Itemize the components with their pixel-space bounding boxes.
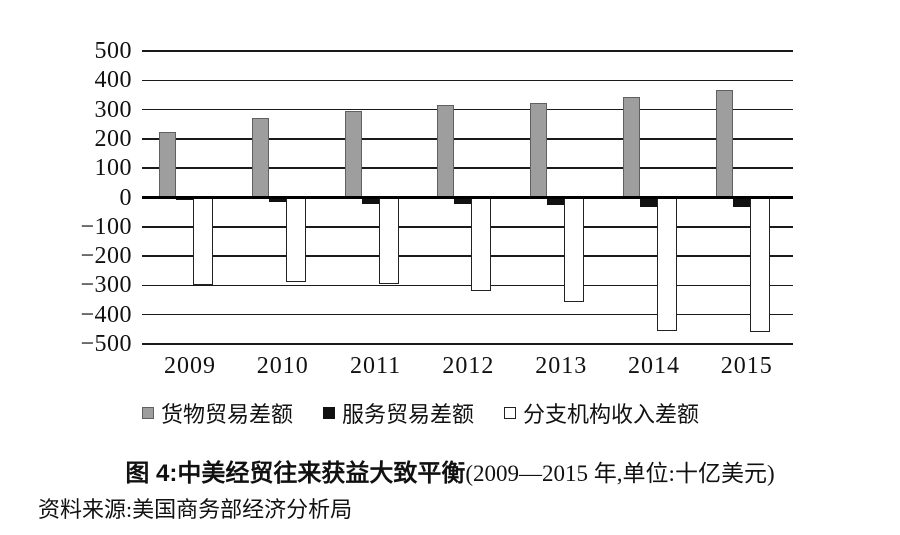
goods-trade-balance-bar-2010 <box>251 117 269 198</box>
figure-title: 中美经贸往来获益大致平衡 <box>177 460 466 487</box>
gridline-300 <box>142 108 793 111</box>
y-tick-label--200: −200 <box>80 243 132 270</box>
gridline--300 <box>142 284 793 287</box>
legend-label-branch: 分支机构收入差额 <box>523 402 700 427</box>
y-tick-label-300: 300 <box>94 96 132 123</box>
gridline--500 <box>142 343 793 345</box>
y-tick-label-400: 400 <box>94 67 132 94</box>
branch-income-balance-bar-2010 <box>285 197 306 283</box>
goods-trade-balance-bar-2014 <box>623 97 640 198</box>
services-trade-balance-bar-2014 <box>640 197 657 207</box>
goods-trade-balance-bar-2012 <box>437 104 455 198</box>
legend-item-services: 服务贸易差额 <box>323 397 474 429</box>
gridline-200 <box>142 138 793 140</box>
data-source-note: 资料来源:美国商务部经济分析局 <box>38 497 353 522</box>
y-tick-label-200: 200 <box>94 125 132 152</box>
services-trade-balance-bar-2012 <box>454 197 472 204</box>
branch-series-swatch-icon <box>504 407 517 419</box>
y-tick-label--500: −500 <box>80 331 132 357</box>
y-tick-label-500: 500 <box>94 38 132 64</box>
chart-legend: 货物贸易差额 服务贸易差额 分支机构收入差额 <box>142 397 699 429</box>
gridline--100 <box>142 226 793 228</box>
services-trade-balance-bar-2010 <box>268 197 286 202</box>
y-tick-label--400: −400 <box>80 301 132 328</box>
branch-income-balance-bar-2009 <box>193 197 213 286</box>
y-tick-label--300: −300 <box>80 272 132 299</box>
legend-item-branch: 分支机构收入差额 <box>504 397 699 429</box>
branch-income-balance-bar-2011 <box>378 197 399 285</box>
y-tick-label-100: 100 <box>94 155 132 182</box>
y-tick-label-0: 0 <box>119 184 132 211</box>
goods-trade-balance-bar-2013 <box>530 102 548 198</box>
x-tick-label-2013: 2013 <box>535 353 588 379</box>
y-tick-label--100: −100 <box>80 213 132 240</box>
legend-label-services: 服务贸易差额 <box>342 402 475 427</box>
goods-trade-balance-bar-2009 <box>159 131 176 198</box>
goods-series-swatch-icon <box>142 407 154 419</box>
plot-area <box>142 50 793 345</box>
gridline-100 <box>142 167 793 169</box>
gridline-500 <box>142 50 793 52</box>
branch-income-balance-bar-2015 <box>749 197 770 332</box>
x-tick-label-2011: 2011 <box>350 353 402 379</box>
x-tick-label-2014: 2014 <box>628 353 680 379</box>
services-series-swatch-icon <box>323 407 336 419</box>
services-trade-balance-bar-2013 <box>547 197 565 206</box>
figure-caption: 图 4:中美经贸往来获益大致平衡(2009—2015 年,单位:十亿美元) <box>0 453 900 488</box>
x-tick-label-2010: 2010 <box>256 353 309 379</box>
x-tick-label-2009: 2009 <box>164 353 216 379</box>
gridline--200 <box>142 255 793 257</box>
legend-label-goods: 货物贸易差额 <box>161 402 294 427</box>
gridline--400 <box>142 313 793 316</box>
legend-item-goods: 货物贸易差额 <box>142 397 293 429</box>
figure-title-note: (2009—2015 年,单位:十亿美元) <box>465 461 775 486</box>
zero-axis-line <box>142 196 793 199</box>
bar-chart: 500 400 300 200 100 0 −100 −200 −300 −400 −500 200… <box>80 38 793 379</box>
goods-trade-balance-bar-2015 <box>715 89 733 198</box>
branch-income-balance-bar-2013 <box>564 197 585 302</box>
gridline-400 <box>142 79 793 82</box>
services-trade-balance-bar-2011 <box>361 197 379 204</box>
figure-number: 图 4: <box>125 460 178 487</box>
services-trade-balance-bar-2015 <box>732 197 750 208</box>
goods-trade-balance-bar-2011 <box>344 110 362 198</box>
branch-income-balance-bar-2014 <box>657 197 677 331</box>
x-tick-label-2012: 2012 <box>442 353 495 379</box>
x-tick-label-2015: 2015 <box>720 353 773 379</box>
branch-income-balance-bar-2012 <box>471 197 492 292</box>
